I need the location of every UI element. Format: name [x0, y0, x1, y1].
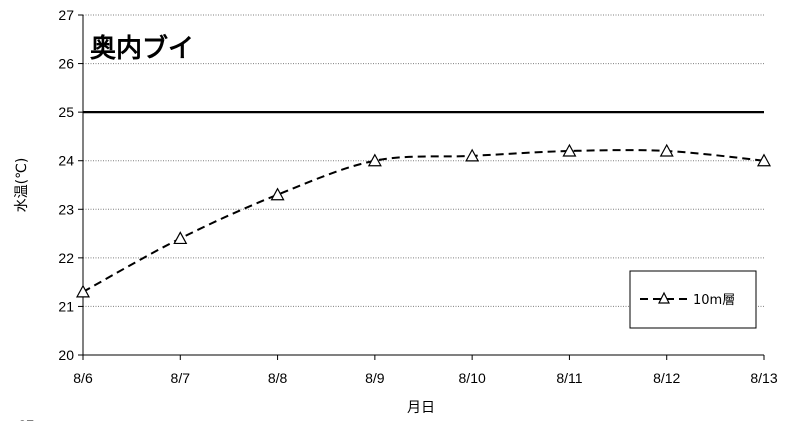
axes	[78, 14, 765, 360]
x-tick-label: 8/7	[171, 370, 191, 386]
y-tick-label: 23	[58, 201, 74, 217]
y-tick-label: 22	[58, 250, 74, 266]
y-tick-label: 26	[58, 56, 74, 72]
legend-box	[629, 270, 757, 329]
y-tick-labels: 20 21 22 23 24 25 26 27	[58, 7, 74, 363]
x-tick-label: 8/9	[365, 370, 385, 386]
overflow-tick-label: 27	[18, 417, 34, 421]
data-point-marker	[75, 284, 91, 298]
y-tick-label: 21	[58, 298, 74, 314]
series-markers	[75, 143, 772, 298]
data-point-marker	[465, 148, 480, 162]
y-tick-label: 25	[58, 104, 74, 120]
data-point-marker	[562, 143, 577, 157]
data-point-marker	[756, 153, 772, 167]
data-point-marker	[367, 153, 382, 167]
y-tick-label: 24	[58, 153, 74, 169]
data-point-marker	[659, 143, 674, 157]
x-tick-label: 8/6	[73, 370, 93, 386]
x-tick-label: 8/12	[653, 370, 680, 386]
y-axis-title: 水温(℃)	[14, 158, 30, 213]
chart-title: 奥内ブイ	[90, 33, 194, 64]
x-axis-title: 月日	[407, 400, 435, 416]
legend-triangle-marker	[658, 291, 670, 304]
x-tick-label: 8/11	[556, 370, 582, 386]
x-tick-labels: 8/6 8/7 8/8 8/9 8/10 8/11 8/12 8/13	[73, 370, 778, 386]
x-tick-label: 8/13	[750, 370, 777, 386]
series-line-10m	[82, 149, 765, 293]
y-tick-label: 27	[58, 7, 74, 23]
y-tick-label: 20	[58, 347, 74, 363]
data-point-marker	[270, 187, 285, 201]
x-tick-label: 8/10	[459, 370, 486, 386]
data-point-marker	[173, 231, 188, 245]
x-tick-label: 8/8	[268, 370, 288, 386]
legend-label: 10m層	[693, 293, 735, 308]
legend: 10m層	[629, 270, 757, 329]
